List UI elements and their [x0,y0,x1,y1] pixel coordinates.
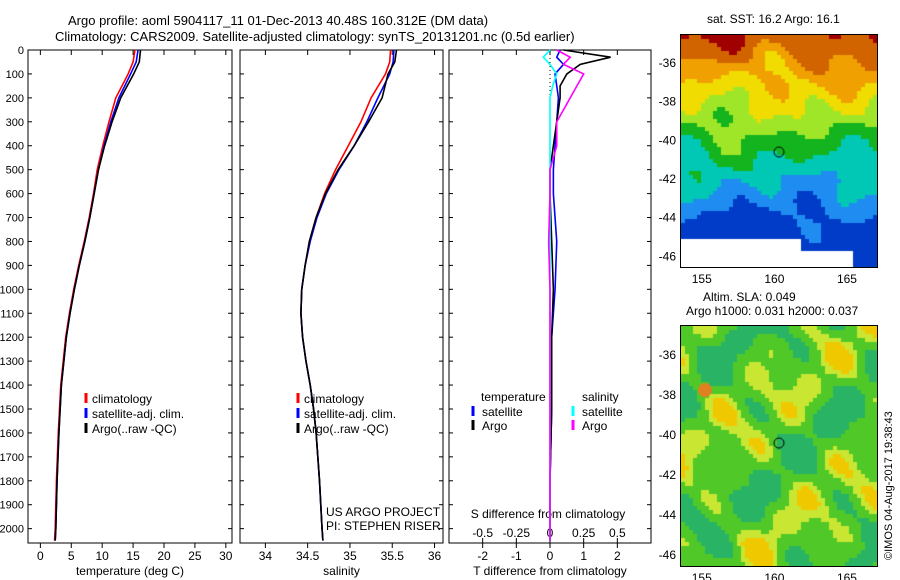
series-satellite [300,49,395,541]
x-tick-label: 30 [219,549,233,563]
s-diff-tick-label: 0.5 [609,526,626,540]
depth-tick-label: 1400 [0,380,24,392]
x-tick-label: 1 [580,549,587,563]
x-tick-label: 35 [343,549,357,563]
x-tick-label: 5 [68,549,75,563]
x-axis-label: T difference from climatology [473,564,627,578]
depth-tick-label: 300 [6,117,24,129]
legend-label: climatology [304,392,364,406]
depth-tick-label: 1700 [0,452,24,464]
legend-label: satellite-adj. clim. [304,407,396,421]
legend-label: satellite-adj. clim. [92,407,184,421]
depth-tick-label: 1300 [0,356,24,368]
depth-tick-label: 600 [6,189,24,201]
x-tick-label: -1 [511,549,522,563]
x-tick-label: 0 [547,549,554,563]
depth-tick-label: 200 [6,93,24,105]
legend-label: climatology [92,392,152,406]
series-satellite [54,49,139,541]
x-tick-label: 15 [126,549,140,563]
depth-tick-label: 1500 [0,404,24,416]
depth-tick-label: 1800 [0,476,24,488]
sla-map-title-1: Altim. SLA: 0.049 [703,290,796,304]
s-diff-tick-label: -0.5 [472,526,493,540]
depth-tick-label: 1600 [0,428,24,440]
series-t-argo [549,49,611,541]
x-tick-label: -2 [477,549,488,563]
title-line-1: Argo profile: aoml 5904117_11 01-Dec-201… [68,13,489,28]
x-tick-label: 36 [428,549,442,563]
map-lat-label: -46 [659,548,677,562]
map-lon-label: 160 [764,571,784,580]
map-lon-label: 155 [692,272,712,286]
map-lat-label: -36 [659,348,677,362]
legend-label: Argo(..raw -QC) [304,422,389,436]
x-tick-label: 20 [157,549,171,563]
depth-tick-label: 1100 [0,308,24,320]
x-axis-label: temperature (deg C) [76,564,184,578]
sla-map [680,325,878,567]
map-lat-label: -42 [659,468,677,482]
legend-label: satellite [482,405,523,419]
x-tick-label: 25 [188,549,202,563]
legend-label: satellite [582,405,623,419]
depth-tick-label: 100 [6,69,24,81]
depth-tick-label: 500 [6,165,24,177]
series-s-argo [547,49,585,541]
x-tick-label: 35.5 [381,549,405,563]
map-lat-label: -38 [659,95,677,109]
map-lat-label: -40 [659,428,677,442]
series-climatology [53,49,136,541]
legend-label: Argo [582,419,608,433]
depth-tick-label: 800 [6,236,24,248]
legend-title-salinity: salinity [582,390,619,404]
map-lat-label: -42 [659,172,677,186]
depth-tick-label: 1000 [0,284,24,296]
title-line-2: Climatology: CARS2009. Satellite-adjuste… [55,29,575,44]
map-lon-label: 155 [692,571,712,580]
depth-tick-label: 1200 [0,332,24,344]
map-lon-label: 160 [764,272,784,286]
map-lat-label: -40 [659,133,677,147]
depth-tick-label: 0 [18,45,24,57]
project-label: US ARGO PROJECT [326,505,441,519]
series-argo [54,49,142,541]
map-lon-label: 165 [837,571,857,580]
x-tick-label: 10 [96,549,110,563]
x-tick-label: 2 [614,549,621,563]
depth-tick-label: 400 [6,141,24,153]
legend-title-temperature: temperature [481,390,546,404]
map-lat-label: -36 [659,56,677,70]
series-climatology [300,49,392,541]
s-diff-tick-label: 0.25 [572,526,596,540]
legend-label: Argo(..raw -QC) [92,422,177,436]
sst-map-title: sat. SST: 16.2 Argo: 16.1 [707,12,840,26]
map-lat-label: -44 [659,211,677,225]
pi-label: PI: STEPHEN RISER [326,519,441,533]
map-lon-label: 165 [837,272,857,286]
map-lat-label: -46 [659,249,677,263]
map-lat-label: -38 [659,388,677,402]
temperature-plot-frame [27,49,233,544]
x-axis-label: salinity [323,564,360,578]
sla-map-title-2: Argo h1000: 0.031 h2000: 0.037 [686,304,859,318]
series-argo [300,49,398,541]
x-tick-label: 34 [259,549,273,563]
map-lat-label: -44 [659,508,677,522]
depth-tick-label: 700 [6,213,24,225]
s-diff-axis-label: S difference from climatology [471,507,626,521]
s-diff-tick-label: -0.25 [503,526,531,540]
x-tick-label: 0 [37,549,44,563]
depth-tick-label: 900 [6,260,24,272]
credit: ©IMOS 04-Aug-2017 19:38:43 [883,411,895,560]
depth-tick-label: 2000 [0,524,24,536]
depth-tick-label: 1900 [0,500,24,512]
sst-map [680,34,878,268]
x-tick-label: 34.5 [296,549,320,563]
legend-label: Argo [482,419,508,433]
salinity-plot-frame [239,49,444,544]
